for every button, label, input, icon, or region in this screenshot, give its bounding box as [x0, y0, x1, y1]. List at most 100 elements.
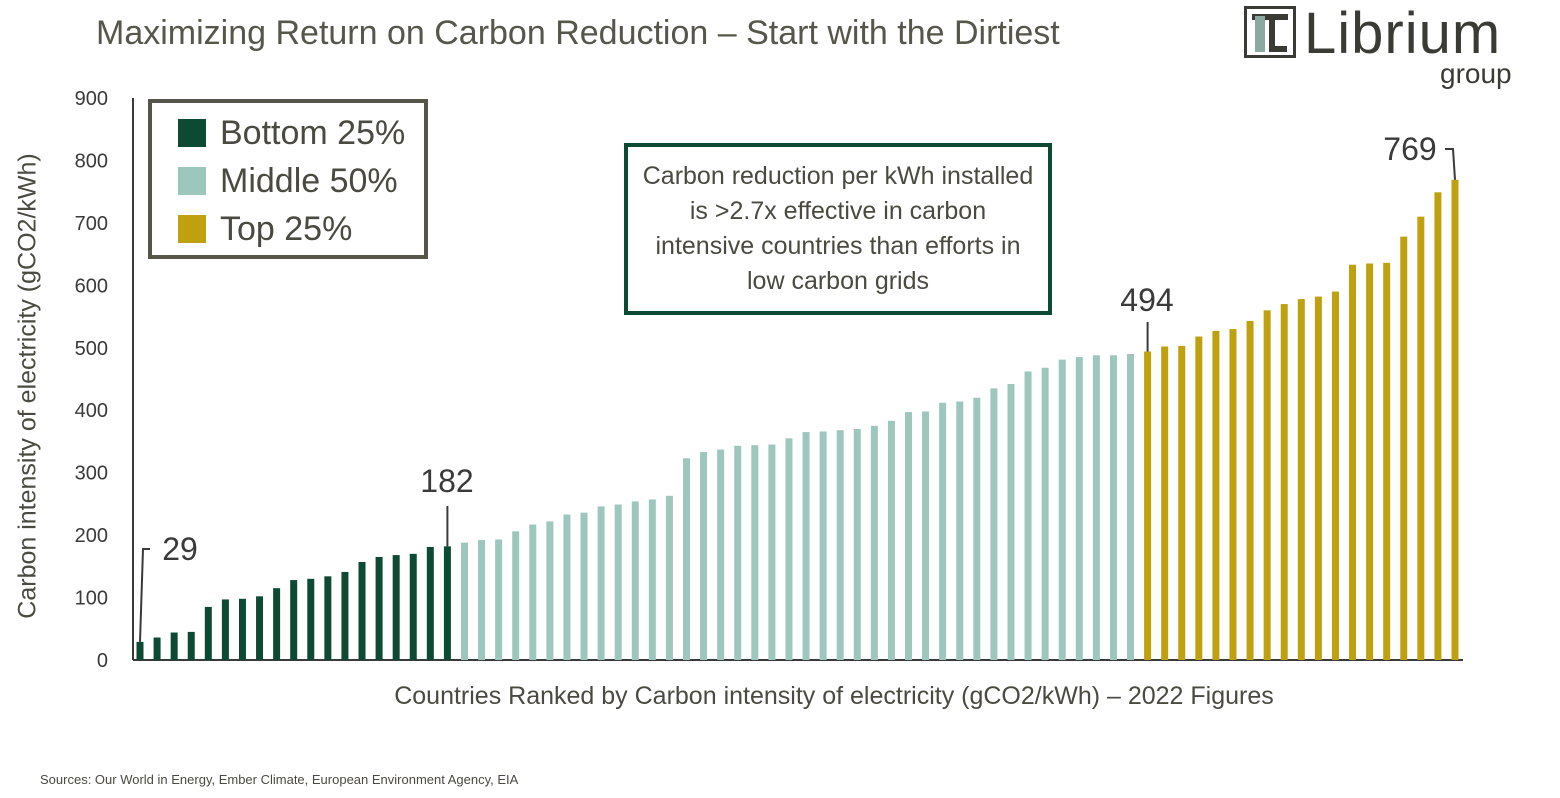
logo-word: Librium [1304, 1, 1502, 66]
y-axis-label: Carbon intensity of electricity (gCO2/kW… [13, 153, 42, 619]
bar [1314, 296, 1322, 660]
bar [375, 556, 383, 660]
bar [1417, 216, 1425, 660]
bar [443, 546, 451, 660]
bar [1041, 367, 1049, 660]
bar [580, 512, 588, 660]
bar [1127, 354, 1135, 660]
bar [256, 596, 264, 660]
bar [426, 546, 434, 660]
bar [1297, 299, 1305, 660]
legend-label-bottom: Bottom 25% [220, 113, 406, 152]
y-tick-label: 500 [75, 338, 108, 360]
bar [136, 641, 144, 660]
y-tick-label: 600 [75, 275, 108, 297]
bar [341, 571, 349, 660]
bar [836, 430, 844, 660]
legend-item-bottom: Bottom 25% [178, 113, 405, 153]
bar [358, 561, 366, 660]
bar [614, 504, 622, 660]
bar [187, 631, 195, 660]
bar [1178, 345, 1186, 660]
bar [170, 632, 178, 660]
y-tick-label: 400 [75, 400, 108, 422]
sources-note: Sources: Our World in Energy, Ember Clim… [40, 772, 519, 787]
legend: Bottom 25% Middle 50% Top 25% [148, 99, 428, 259]
bar [529, 524, 537, 660]
bar [1144, 351, 1152, 660]
bar [1229, 329, 1237, 660]
legend-label-top: Top 25% [220, 209, 353, 248]
y-tick-label: 800 [75, 150, 108, 172]
y-tick-label: 700 [75, 213, 108, 235]
bar [478, 540, 486, 660]
bar [1195, 336, 1203, 660]
bar [853, 428, 861, 660]
bar [682, 458, 690, 660]
bar [546, 521, 554, 660]
bar [1092, 355, 1100, 660]
bar [665, 495, 673, 660]
bar [307, 578, 315, 660]
bar [734, 445, 742, 660]
bar [1212, 330, 1220, 660]
data-label: 769 [1383, 131, 1436, 167]
bar [751, 445, 759, 660]
data-label: 29 [162, 531, 198, 567]
bar [1109, 355, 1117, 660]
bar [460, 542, 468, 660]
bar [631, 501, 639, 660]
logo-sub: group [1440, 58, 1512, 89]
bar [1349, 264, 1357, 660]
callout-box: Carbon reduction per kWh installed is >2… [624, 143, 1052, 315]
bar [1075, 357, 1083, 660]
data-label: 182 [420, 463, 473, 499]
bar [905, 412, 913, 660]
bar [238, 598, 246, 660]
bar [648, 499, 656, 660]
legend-label-middle: Middle 50% [220, 161, 398, 200]
bar [153, 637, 161, 660]
bar [1280, 304, 1288, 660]
y-tick-label: 100 [75, 588, 108, 610]
bar [802, 432, 810, 660]
bar [1161, 346, 1169, 660]
bar [409, 553, 417, 660]
y-tick-label: 300 [75, 463, 108, 485]
bar [1007, 384, 1015, 660]
bar [1024, 371, 1032, 660]
bar [1263, 310, 1271, 660]
chart-title: Maximizing Return on Carbon Reduction – … [96, 14, 1060, 52]
annotation-leader [139, 548, 150, 642]
bar [221, 599, 229, 660]
bar [990, 388, 998, 660]
legend-swatch-middle [178, 167, 206, 195]
annotation-leader [1445, 148, 1456, 180]
bar [973, 397, 981, 660]
bar [324, 576, 332, 660]
legend-swatch-bottom [178, 119, 206, 147]
bar [512, 531, 520, 660]
bar [204, 606, 212, 660]
y-tick-label: 900 [75, 88, 108, 110]
bar [1383, 262, 1391, 660]
bar [273, 588, 281, 660]
bar [1400, 236, 1408, 660]
y-tick-label: 200 [75, 525, 108, 547]
bar [887, 420, 895, 660]
bar [717, 449, 725, 660]
bar [768, 444, 776, 660]
legend-item-top: Top 25% [178, 209, 352, 249]
bar [1331, 291, 1339, 660]
librium-logo: Librium group [1244, 1, 1534, 92]
y-tick-label: 0 [97, 650, 108, 672]
bar [785, 438, 793, 660]
bar [563, 514, 571, 660]
bar [1366, 263, 1374, 660]
bar [1058, 359, 1066, 660]
x-axis-label: Countries Ranked by Carbon intensity of … [394, 682, 1274, 710]
bar [392, 555, 400, 660]
legend-swatch-top [178, 215, 206, 243]
legend-item-middle: Middle 50% [178, 161, 398, 201]
